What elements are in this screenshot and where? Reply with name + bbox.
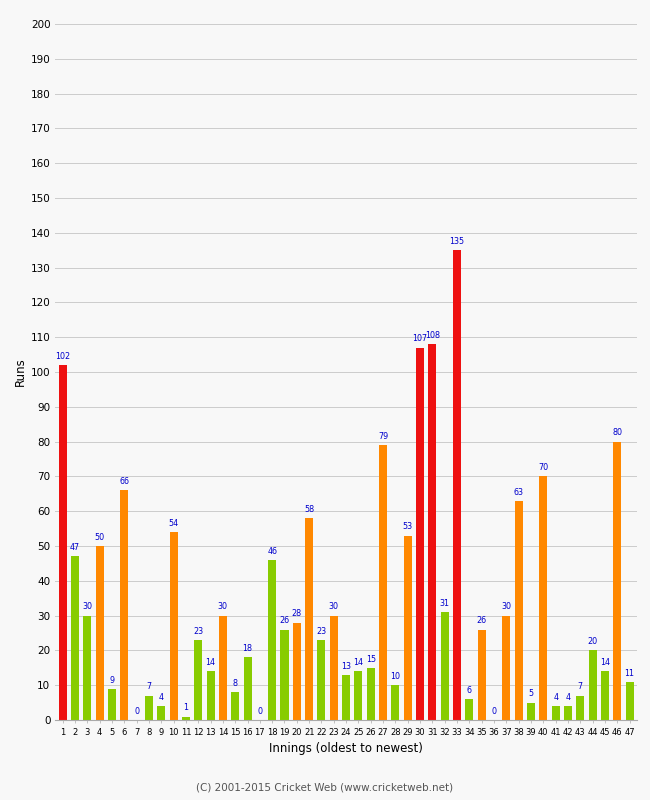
Text: 30: 30 (218, 602, 228, 611)
Text: 8: 8 (233, 679, 238, 688)
Text: 23: 23 (193, 626, 203, 636)
Text: 4: 4 (566, 693, 571, 702)
Y-axis label: Runs: Runs (14, 358, 27, 386)
Text: 0: 0 (134, 707, 139, 716)
Text: 0: 0 (257, 707, 263, 716)
Bar (428, 344, 436, 720)
Bar (354, 671, 363, 720)
Bar (367, 668, 375, 720)
Text: 79: 79 (378, 432, 388, 441)
Bar (244, 658, 252, 720)
Bar (281, 630, 289, 720)
Bar (465, 699, 473, 720)
Text: 66: 66 (119, 477, 129, 486)
Text: 1: 1 (183, 703, 188, 712)
Bar (601, 671, 609, 720)
Text: 14: 14 (205, 658, 216, 667)
Text: 20: 20 (588, 638, 598, 646)
Text: 26: 26 (476, 616, 487, 626)
Text: 102: 102 (55, 352, 70, 361)
Text: 108: 108 (425, 331, 440, 340)
Bar (502, 616, 510, 720)
Bar (317, 640, 326, 720)
Text: 10: 10 (391, 672, 400, 681)
Text: 54: 54 (168, 519, 179, 528)
Bar (441, 612, 448, 720)
Bar (120, 490, 128, 720)
Bar (391, 685, 400, 720)
Text: 46: 46 (267, 546, 277, 556)
Bar (330, 616, 338, 720)
Text: 4: 4 (159, 693, 164, 702)
Bar (527, 702, 535, 720)
Text: 13: 13 (341, 662, 351, 670)
Text: 15: 15 (366, 654, 376, 664)
Text: 14: 14 (354, 658, 363, 667)
Bar (564, 706, 572, 720)
Bar (207, 671, 215, 720)
X-axis label: Innings (oldest to newest): Innings (oldest to newest) (269, 742, 423, 755)
Bar (379, 445, 387, 720)
Text: 11: 11 (625, 669, 634, 678)
Bar (577, 696, 584, 720)
Bar (219, 616, 227, 720)
Text: 14: 14 (600, 658, 610, 667)
Text: 26: 26 (280, 616, 289, 626)
Text: 30: 30 (501, 602, 512, 611)
Bar (170, 532, 177, 720)
Text: 135: 135 (450, 237, 465, 246)
Text: 50: 50 (94, 533, 105, 542)
Bar (96, 546, 103, 720)
Bar (268, 560, 276, 720)
Text: 0: 0 (491, 707, 497, 716)
Bar (71, 557, 79, 720)
Bar (453, 250, 461, 720)
Text: 31: 31 (440, 599, 450, 608)
Bar (404, 535, 411, 720)
Bar (83, 616, 91, 720)
Bar (625, 682, 634, 720)
Bar (589, 650, 597, 720)
Text: 80: 80 (612, 429, 622, 438)
Bar (613, 442, 621, 720)
Bar (108, 689, 116, 720)
Bar (540, 477, 547, 720)
Bar (478, 630, 486, 720)
Bar (305, 518, 313, 720)
Text: 6: 6 (467, 686, 472, 695)
Bar (342, 674, 350, 720)
Text: (C) 2001-2015 Cricket Web (www.cricketweb.net): (C) 2001-2015 Cricket Web (www.cricketwe… (196, 782, 454, 792)
Text: 4: 4 (553, 693, 558, 702)
Bar (58, 365, 67, 720)
Text: 30: 30 (329, 602, 339, 611)
Text: 63: 63 (514, 487, 524, 497)
Text: 58: 58 (304, 505, 314, 514)
Text: 53: 53 (403, 522, 413, 531)
Bar (515, 501, 523, 720)
Bar (416, 348, 424, 720)
Text: 7: 7 (578, 682, 583, 691)
Bar (194, 640, 202, 720)
Bar (231, 692, 239, 720)
Text: 47: 47 (70, 543, 80, 552)
Text: 7: 7 (146, 682, 151, 691)
Bar (552, 706, 560, 720)
Bar (292, 622, 301, 720)
Bar (157, 706, 165, 720)
Text: 23: 23 (317, 626, 326, 636)
Text: 28: 28 (292, 610, 302, 618)
Text: 9: 9 (109, 675, 114, 685)
Bar (182, 717, 190, 720)
Text: 107: 107 (413, 334, 428, 343)
Text: 70: 70 (538, 463, 549, 472)
Text: 18: 18 (242, 644, 252, 653)
Bar (145, 696, 153, 720)
Text: 30: 30 (83, 602, 92, 611)
Text: 5: 5 (528, 690, 534, 698)
